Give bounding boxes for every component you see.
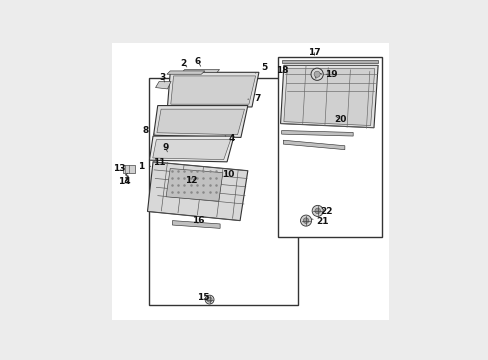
Circle shape [207, 297, 212, 302]
Text: 10: 10 [222, 170, 234, 179]
Text: 20: 20 [334, 114, 346, 123]
Text: 1: 1 [138, 162, 150, 171]
Circle shape [311, 205, 323, 216]
Bar [122, 166, 135, 173]
Polygon shape [166, 168, 223, 201]
Polygon shape [157, 109, 244, 135]
Text: 18: 18 [276, 66, 288, 75]
Polygon shape [153, 105, 247, 138]
Text: 19: 19 [324, 70, 337, 79]
Polygon shape [167, 72, 259, 107]
Text: 14: 14 [118, 177, 130, 186]
Circle shape [313, 71, 320, 77]
Polygon shape [281, 131, 352, 136]
Polygon shape [166, 71, 204, 74]
Bar [278, 57, 382, 237]
Text: 15: 15 [196, 293, 209, 302]
Circle shape [205, 295, 214, 304]
Text: 4: 4 [224, 134, 234, 143]
Polygon shape [182, 69, 219, 73]
Circle shape [300, 215, 311, 226]
Polygon shape [172, 221, 220, 228]
Polygon shape [283, 140, 344, 150]
Circle shape [314, 208, 320, 214]
Text: 2: 2 [180, 59, 186, 68]
Polygon shape [284, 69, 374, 126]
Polygon shape [170, 76, 255, 104]
Polygon shape [152, 140, 230, 159]
Text: 21: 21 [311, 217, 328, 226]
Text: 22: 22 [320, 207, 332, 216]
Text: 6: 6 [194, 57, 201, 66]
Text: 16: 16 [191, 216, 204, 225]
Polygon shape [155, 81, 171, 89]
Polygon shape [149, 136, 233, 162]
Text: 12: 12 [184, 176, 197, 185]
Polygon shape [147, 162, 247, 221]
Polygon shape [282, 60, 377, 63]
Text: 7: 7 [247, 94, 260, 103]
Text: 3: 3 [159, 72, 165, 82]
Text: 9: 9 [162, 143, 168, 152]
Bar [149, 78, 297, 305]
Text: 5: 5 [255, 63, 266, 73]
Text: 11: 11 [153, 158, 165, 167]
Text: 17: 17 [307, 48, 320, 57]
Text: 8: 8 [142, 126, 155, 135]
Polygon shape [280, 66, 377, 128]
Circle shape [303, 218, 308, 223]
Circle shape [310, 68, 323, 80]
Text: 13: 13 [113, 164, 125, 173]
